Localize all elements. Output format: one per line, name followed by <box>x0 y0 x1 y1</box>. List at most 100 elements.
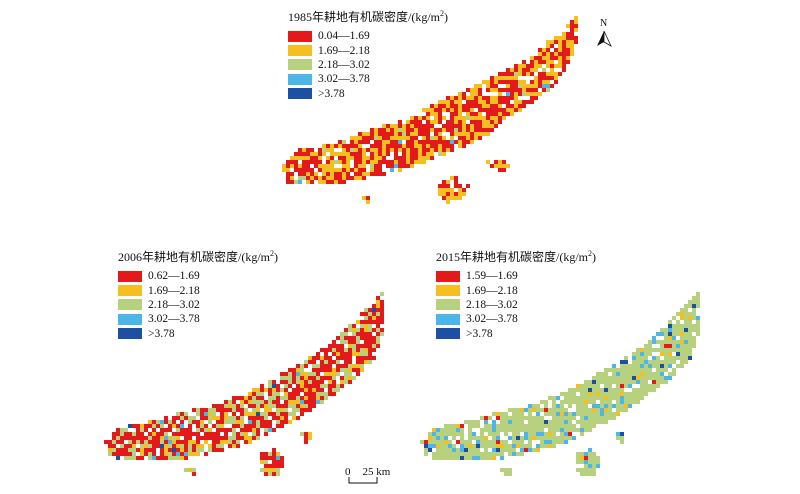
map-cell <box>458 112 462 116</box>
map-cell <box>426 140 430 144</box>
map-cell <box>200 432 204 436</box>
map-cell <box>608 400 612 404</box>
map-cell <box>312 376 316 380</box>
map-cell <box>464 440 468 444</box>
map-cell <box>212 436 216 440</box>
map-cell <box>506 92 510 96</box>
map-cell <box>612 416 616 420</box>
map-cell <box>372 340 376 344</box>
map-cell <box>368 320 372 324</box>
map-cell <box>608 412 612 416</box>
map-cell <box>356 356 360 360</box>
map-cell <box>668 324 672 328</box>
map-cell <box>604 416 608 420</box>
map-cell <box>474 112 478 116</box>
map-cell <box>264 472 268 476</box>
map-cell <box>648 392 652 396</box>
map-cell <box>176 428 180 432</box>
map-cell <box>596 392 600 396</box>
map-cell <box>446 192 450 196</box>
map-cell <box>588 464 592 468</box>
map-cell <box>268 412 272 416</box>
map-cell <box>140 424 144 428</box>
map-cell <box>302 172 306 176</box>
map-cell <box>410 136 414 140</box>
map-cell <box>576 468 580 472</box>
map-cell <box>628 360 632 364</box>
map-cell <box>324 356 328 360</box>
map-cell <box>454 108 458 112</box>
map-cell <box>304 376 308 380</box>
map-cell <box>524 412 528 416</box>
map-cell <box>498 116 502 120</box>
map-cell <box>476 436 480 440</box>
map-cell <box>300 400 304 404</box>
map-cell <box>360 324 364 328</box>
map-cell <box>680 352 684 356</box>
map-cell <box>376 324 380 328</box>
map-cell <box>498 120 502 124</box>
map-cell <box>224 404 228 408</box>
map-cell <box>402 124 406 128</box>
map-cell <box>354 148 358 152</box>
map-cell <box>512 440 516 444</box>
map-cell <box>656 336 660 340</box>
map-cell <box>124 448 128 452</box>
map-cell <box>596 416 600 420</box>
map-cell <box>268 420 272 424</box>
map-cell <box>572 420 576 424</box>
map-cell <box>498 160 502 164</box>
map-cell <box>358 168 362 172</box>
map-cell <box>366 156 370 160</box>
map-cell <box>346 172 350 176</box>
map-cell <box>276 416 280 420</box>
map-cell <box>426 120 430 124</box>
map-cell <box>672 356 676 360</box>
map-cell <box>300 392 304 396</box>
map-cell <box>276 396 280 400</box>
map-cell <box>132 452 136 456</box>
map-cell <box>368 356 372 360</box>
map-cell <box>264 404 268 408</box>
map-cell <box>624 368 628 372</box>
map-cell <box>572 408 576 412</box>
map-cell <box>336 368 340 372</box>
map-cell <box>660 336 664 340</box>
map-cell <box>308 372 312 376</box>
map-cell <box>462 112 466 116</box>
map-cell <box>382 160 386 164</box>
map-cell <box>450 196 454 200</box>
map-cell <box>572 404 576 408</box>
map-cell <box>592 412 596 416</box>
map-cell <box>334 176 338 180</box>
map-cell <box>260 404 264 408</box>
map-cell <box>334 148 338 152</box>
map-cell <box>450 124 454 128</box>
map-cell <box>512 436 516 440</box>
map-cell <box>500 448 504 452</box>
map-cell <box>494 124 498 128</box>
map-cell <box>316 368 320 372</box>
map-cell <box>334 180 338 184</box>
map-cell <box>272 404 276 408</box>
map-cell <box>468 452 472 456</box>
map-cell <box>252 416 256 420</box>
map-cell <box>616 432 620 436</box>
map-cell <box>430 148 434 152</box>
map-cell <box>442 132 446 136</box>
map-cell <box>588 400 592 404</box>
map-cell <box>486 124 490 128</box>
map-cell <box>390 144 394 148</box>
map-cell <box>344 352 348 356</box>
map-cell <box>524 436 528 440</box>
map-cell <box>656 352 660 356</box>
map-cell <box>366 132 370 136</box>
map-cell <box>302 168 306 172</box>
map-cell <box>518 84 522 88</box>
map-cell <box>398 120 402 124</box>
map-cell <box>438 108 442 112</box>
map-cell <box>260 452 264 456</box>
map-cell <box>334 168 338 172</box>
map-cell <box>390 128 394 132</box>
map-cell <box>120 432 124 436</box>
